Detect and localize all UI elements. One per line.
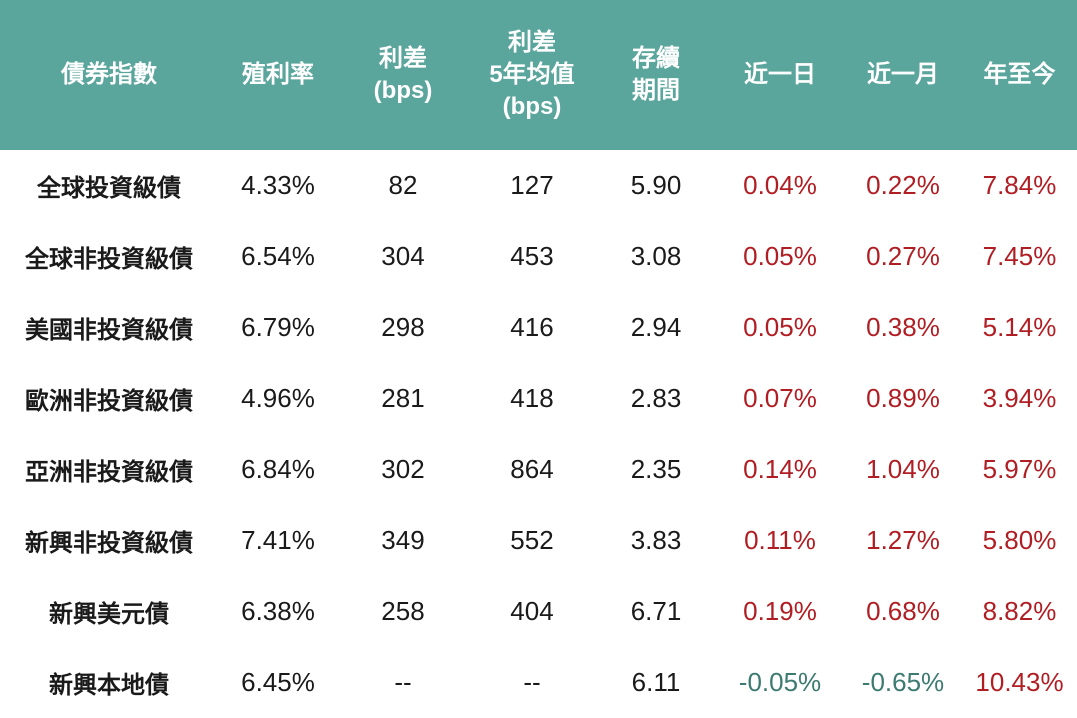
return-1d-value: 0.05% — [743, 312, 817, 342]
return-ytd-value: 5.14% — [982, 312, 1057, 342]
header-bond-index: 債券指數 — [61, 61, 157, 88]
return-ytd-value: 5.80% — [982, 525, 1057, 555]
bond-name: 亞洲非投資級債 — [25, 459, 193, 486]
bond-name: 全球投資級債 — [37, 175, 181, 202]
duration-value: 2.35 — [630, 454, 682, 484]
return-1m-value: 1.04% — [866, 454, 940, 484]
yield-value: 6.45% — [241, 667, 315, 697]
yield-value: 7.41% — [241, 525, 315, 555]
duration-value: 6.11 — [631, 667, 681, 697]
return-1d-value: 0.04% — [743, 170, 817, 200]
table-body: 全球投資級債 4.33% 82 127 5.90 0.04% 0.22% 7.84% 全球非投資… — [0, 150, 1077, 718]
bond-name: 新興本地債 — [49, 672, 169, 699]
table-row: 新興本地債 6.45% -- -- 6.11 -0.05% -0.65% 10.43% — [0, 647, 1077, 718]
return-1d-value: 0.07% — [743, 383, 817, 413]
return-1d-value: 0.05% — [743, 241, 817, 271]
header-duration: 存續 期間 — [632, 45, 680, 104]
header-spread-5y-avg: 利差 5年均值 (bps) — [489, 29, 575, 120]
yield-value: 6.38% — [241, 596, 315, 626]
spread-value: 258 — [381, 596, 425, 626]
bond-name: 新興美元債 — [49, 601, 169, 628]
yield-value: 4.96% — [241, 383, 315, 413]
return-ytd-value: 7.84% — [982, 170, 1057, 200]
yield-value: 6.84% — [241, 454, 315, 484]
return-ytd-value: 7.45% — [982, 241, 1057, 271]
return-ytd-value: 10.43% — [975, 667, 1064, 697]
return-1m-value: -0.65% — [861, 667, 945, 697]
header-1d: 近一日 — [744, 61, 816, 88]
yield-value: 6.79% — [241, 312, 315, 342]
duration-value: 2.83 — [630, 383, 682, 413]
return-1d-value: 0.19% — [743, 596, 817, 626]
duration-value: 6.71 — [630, 596, 682, 626]
duration-value: 2.94 — [630, 312, 682, 342]
table-row: 新興非投資級債 7.41% 349 552 3.83 0.11% 1.27% 5.80% — [0, 505, 1077, 576]
return-ytd-value: 3.94% — [982, 383, 1057, 413]
spread-value: 281 — [381, 383, 425, 413]
table-row: 全球非投資級債 6.54% 304 453 3.08 0.05% 0.27% 7.45% — [0, 221, 1077, 292]
spread-5y-value: 864 — [510, 454, 554, 484]
yield-value: 4.33% — [241, 170, 315, 200]
spread-value: 302 — [381, 454, 425, 484]
table-row: 新興美元債 6.38% 258 404 6.71 0.19% 0.68% 8.82% — [0, 576, 1077, 647]
table-row: 亞洲非投資級債 6.84% 302 864 2.35 0.14% 1.04% 5.97% — [0, 434, 1077, 505]
header-ytd: 年至今 — [983, 61, 1056, 88]
spread-5y-value: 453 — [510, 241, 554, 271]
table-header: 債券指數 殖利率 利差 (bps) 利差 5年均值 (bps) 存續 期間 近一… — [0, 0, 1077, 150]
spread-5y-value: 404 — [510, 596, 554, 626]
table-row: 全球投資級債 4.33% 82 127 5.90 0.04% 0.22% 7.84% — [0, 150, 1077, 221]
return-1m-value: 0.22% — [866, 170, 940, 200]
return-1m-value: 1.27% — [866, 525, 940, 555]
header-spread: 利差 (bps) — [373, 45, 433, 104]
return-1d-value: 0.11% — [744, 525, 816, 555]
return-1m-value: 0.68% — [866, 596, 940, 626]
yield-value: 6.54% — [241, 241, 315, 271]
header-yield: 殖利率 — [242, 61, 314, 88]
spread-value: 82 — [388, 170, 418, 200]
return-1d-value: 0.14% — [743, 454, 817, 484]
bond-name: 美國非投資級債 — [25, 317, 193, 344]
return-1d-value: -0.05% — [738, 667, 822, 697]
return-1m-value: 0.89% — [866, 383, 940, 413]
return-1m-value: 0.27% — [866, 241, 940, 271]
duration-value: 3.83 — [630, 525, 682, 555]
spread-value: -- — [394, 667, 412, 697]
spread-5y-value: 416 — [510, 312, 554, 342]
bond-name: 新興非投資級債 — [25, 530, 193, 557]
spread-value: 304 — [381, 241, 425, 271]
return-1m-value: 0.38% — [866, 312, 940, 342]
header-1m: 近一月 — [867, 61, 939, 88]
bond-name: 全球非投資級債 — [25, 246, 193, 273]
table-row: 歐洲非投資級債 4.96% 281 418 2.83 0.07% 0.89% 3.94% — [0, 363, 1077, 434]
bond-name: 歐洲非投資級債 — [25, 388, 193, 415]
spread-value: 349 — [381, 525, 425, 555]
spread-5y-value: 552 — [510, 525, 554, 555]
spread-5y-value: -- — [523, 667, 541, 697]
spread-5y-value: 418 — [510, 383, 554, 413]
return-ytd-value: 5.97% — [982, 454, 1057, 484]
spread-value: 298 — [381, 312, 425, 342]
spread-5y-value: 127 — [510, 170, 554, 200]
duration-value: 3.08 — [630, 241, 682, 271]
return-ytd-value: 8.82% — [982, 596, 1057, 626]
duration-value: 5.90 — [630, 170, 682, 200]
table-row: 美國非投資級債 6.79% 298 416 2.94 0.05% 0.38% 5.14% — [0, 292, 1077, 363]
